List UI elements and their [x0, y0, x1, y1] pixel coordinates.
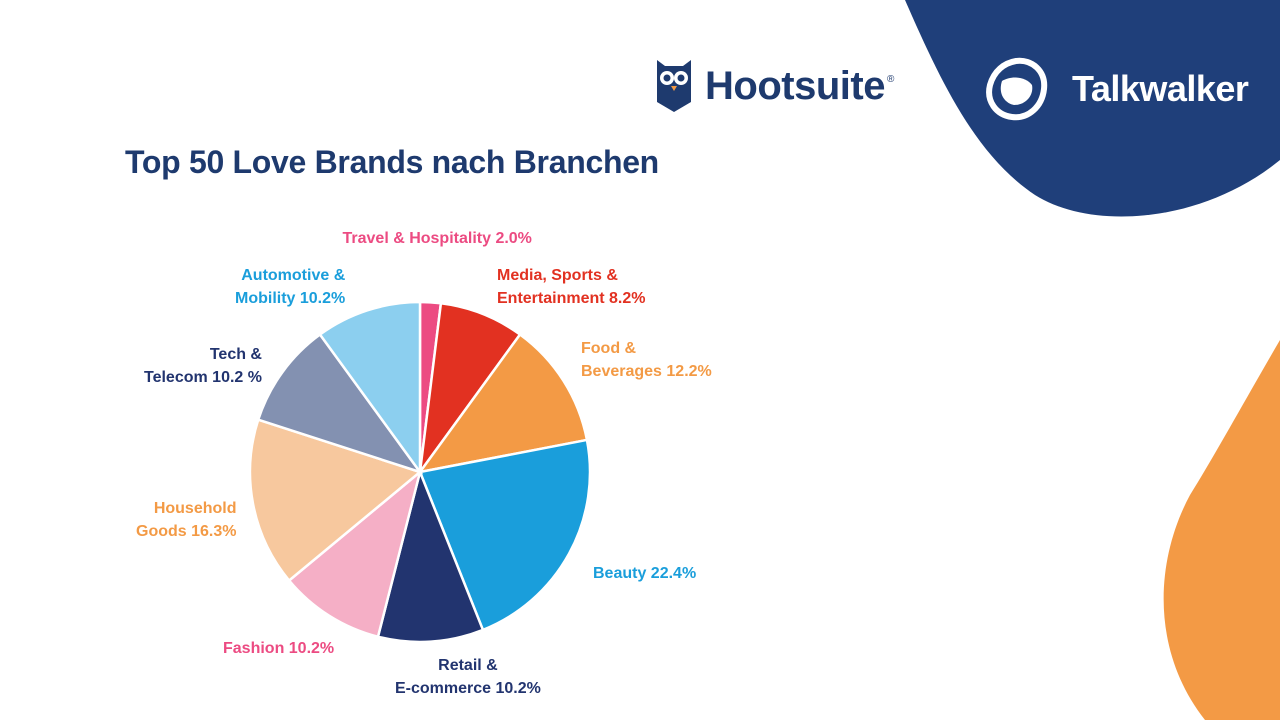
slice-label-line: Beauty 22.4%: [593, 565, 697, 582]
slice-label: Food & Beverages 12.2%: [581, 337, 712, 383]
slice-label-line: Food &: [581, 340, 637, 357]
talkwalker-logo: Talkwalker: [982, 55, 1249, 123]
orange-accent-shape: [1163, 340, 1280, 720]
owl-icon: [657, 60, 691, 112]
slice-label-line: Mobility 10.2%: [235, 290, 346, 307]
talkwalker-blue-panel: [905, 0, 1280, 217]
slice-label-line: Household: [153, 500, 237, 517]
slice-label-line: Media, Sports &: [497, 267, 618, 284]
slice-label-line: Retail &: [438, 657, 498, 674]
pie-slice: [256, 332, 424, 475]
slice-label-line: Goods 16.3%: [136, 523, 237, 540]
slice-label-line: Beverages 12.2%: [581, 363, 712, 380]
talkwalker-wordmark: Talkwalker: [1072, 68, 1249, 109]
slice-label-line: E-commerce 10.2%: [395, 680, 541, 697]
slice-label: Household Goods 16.3%: [136, 497, 236, 543]
slice-label-line: Tech &: [209, 346, 262, 363]
slice-label-line: Travel & Hospitality 2.0%: [342, 230, 532, 247]
slice-label-line: Automotive &: [241, 267, 346, 284]
pie-slice: [248, 418, 423, 583]
slice-label: Retail & E-commerce 10.2%: [395, 654, 541, 700]
slice-label: Tech & Telecom 10.2 %: [144, 343, 262, 389]
pie-slice: [417, 332, 589, 474]
hootsuite-logo: Hootsuite ®: [655, 58, 894, 114]
pie-slice: [287, 468, 423, 639]
chart-title: Top 50 Love Brands nach Branchen: [125, 144, 659, 180]
talkwalker-mark-icon: [986, 57, 1048, 121]
slice-label: Media, Sports & Entertainment 8.2%: [497, 264, 645, 310]
slice-label: Fashion 10.2%: [223, 637, 334, 660]
slice-label: Travel & Hospitality 2.0%: [343, 227, 532, 250]
slice-label: Automotive & Mobility 10.2%: [235, 264, 345, 310]
registered-mark: ®: [886, 73, 895, 85]
slice-label-line: Fashion 10.2%: [223, 640, 335, 657]
pie-slice: [418, 438, 592, 632]
slice-label-line: Telecom 10.2 %: [144, 369, 262, 386]
pie-slice: [318, 300, 422, 476]
hootsuite-wordmark: Hootsuite: [705, 63, 885, 108]
slice-label: Beauty 22.4%: [593, 562, 696, 585]
pie-slice: [376, 467, 485, 644]
slice-label-line: Entertainment 8.2%: [497, 290, 646, 307]
